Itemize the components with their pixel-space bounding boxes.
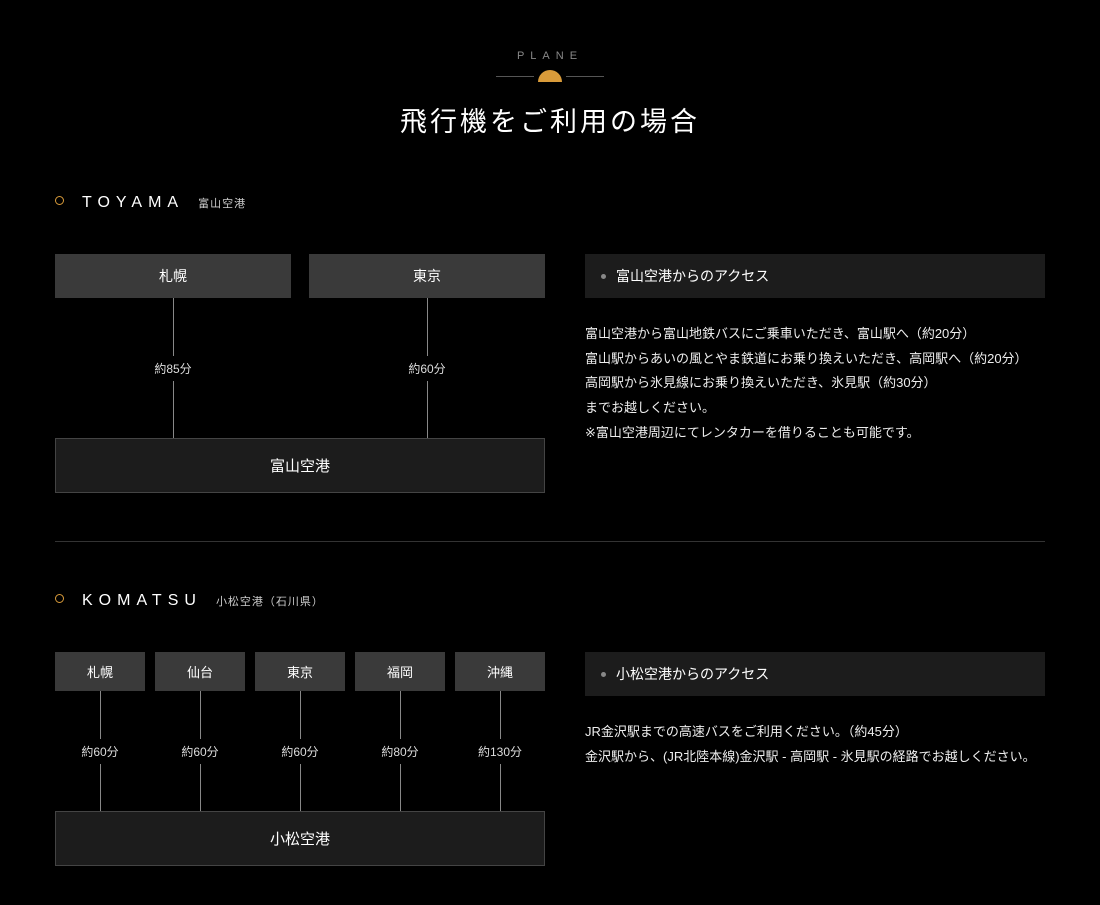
bullet-icon [55,594,64,603]
header-subtitle: PLANE [55,50,1045,62]
destination-box: 小松空港 [55,811,545,866]
route-connector: 約60分 [155,691,245,811]
access-info-komatsu: 小松空港からのアクセス JR金沢駅までの高速バスをご利用ください。（約45分）金… [585,652,1045,866]
ornament-line-left [496,76,534,77]
destination-box: 富山空港 [55,438,545,493]
section-header-toyama: TOYAMA 富山空港 [55,194,1045,212]
duration-label: 約60分 [175,739,224,764]
section-name: KOMATSU [82,592,202,610]
duration-label: 約130分 [472,739,528,764]
route-diagram-toyama: 札幌 東京 約85分 約60分 富山空港 [55,254,545,493]
section-sub: 富山空港 [198,195,246,211]
info-title: 富山空港からのアクセス [616,266,769,286]
origin-box: 仙台 [155,652,245,691]
route-connector: 約80分 [355,691,445,811]
section-header-komatsu: KOMATSU 小松空港（石川県） [55,592,1045,610]
section-komatsu: KOMATSU 小松空港（石川県） 札幌 仙台 東京 福岡 沖縄 約60分 約6… [55,592,1045,866]
duration-label: 約60分 [275,739,324,764]
ornament-line-right [566,76,604,77]
header-ornament [55,70,1045,82]
route-connector: 約130分 [455,691,545,811]
section-sub: 小松空港（石川県） [216,593,324,609]
access-info-toyama: 富山空港からのアクセス 富山空港から富山地鉄バスにご乗車いただき、富山駅へ（約2… [585,254,1045,493]
info-body: 富山空港から富山地鉄バスにご乗車いただき、富山駅へ（約20分）富山駅からあいの風… [585,322,1045,445]
route-connector: 約60分 [55,691,145,811]
origin-box: 福岡 [355,652,445,691]
route-connector: 約85分 [55,298,291,438]
info-header: 富山空港からのアクセス [585,254,1045,298]
ornament-sun-icon [538,70,562,82]
origin-box: 東京 [255,652,345,691]
origin-box: 沖縄 [455,652,545,691]
route-connector: 約60分 [255,691,345,811]
route-diagram-komatsu: 札幌 仙台 東京 福岡 沖縄 約60分 約60分 約60分 [55,652,545,866]
duration-label: 約60分 [75,739,124,764]
origin-box: 札幌 [55,652,145,691]
origin-box: 札幌 [55,254,291,298]
duration-label: 約80分 [375,739,424,764]
header-title: 飛行機をご利用の場合 [55,100,1045,139]
info-header: 小松空港からのアクセス [585,652,1045,696]
duration-label: 約60分 [402,356,451,381]
page-header: PLANE 飛行機をご利用の場合 [55,50,1045,139]
section-name: TOYAMA [82,194,184,212]
origin-box: 東京 [309,254,545,298]
info-title: 小松空港からのアクセス [616,664,769,684]
bullet-icon [55,196,64,205]
route-connector: 約60分 [309,298,545,438]
duration-label: 約85分 [148,356,197,381]
info-body: JR金沢駅までの高速バスをご利用ください。（約45分）金沢駅から、(JR北陸本線… [585,720,1045,769]
section-toyama: TOYAMA 富山空港 札幌 東京 約85分 約60分 富山空港 [55,194,1045,493]
section-divider [55,541,1045,542]
